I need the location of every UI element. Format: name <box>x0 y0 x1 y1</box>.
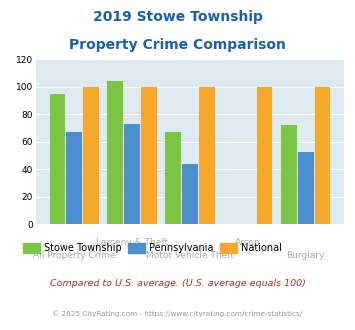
Bar <box>315 87 330 224</box>
Text: Arson: Arson <box>235 238 261 247</box>
Text: Larceny & Theft: Larceny & Theft <box>96 238 168 247</box>
Bar <box>298 151 313 224</box>
Text: Compared to U.S. average. (U.S. average equals 100): Compared to U.S. average. (U.S. average … <box>50 279 305 288</box>
Bar <box>165 132 181 224</box>
Bar <box>66 132 82 224</box>
Bar <box>50 94 65 224</box>
Bar <box>182 164 198 224</box>
Text: Property Crime Comparison: Property Crime Comparison <box>69 38 286 52</box>
Bar <box>124 124 140 224</box>
Bar <box>199 87 214 224</box>
Legend: Stowe Township, Pennsylvania, National: Stowe Township, Pennsylvania, National <box>19 239 286 257</box>
Text: 2019 Stowe Township: 2019 Stowe Township <box>93 10 262 24</box>
Bar <box>257 87 272 224</box>
Text: All Property Crime: All Property Crime <box>33 251 115 260</box>
Bar <box>108 82 123 224</box>
Text: © 2025 CityRating.com - https://www.cityrating.com/crime-statistics/: © 2025 CityRating.com - https://www.city… <box>53 310 302 317</box>
Text: Motor Vehicle Theft: Motor Vehicle Theft <box>146 251 234 260</box>
Text: Burglary: Burglary <box>286 251 325 260</box>
Bar <box>83 87 99 224</box>
Bar <box>141 87 157 224</box>
Bar <box>281 125 297 224</box>
